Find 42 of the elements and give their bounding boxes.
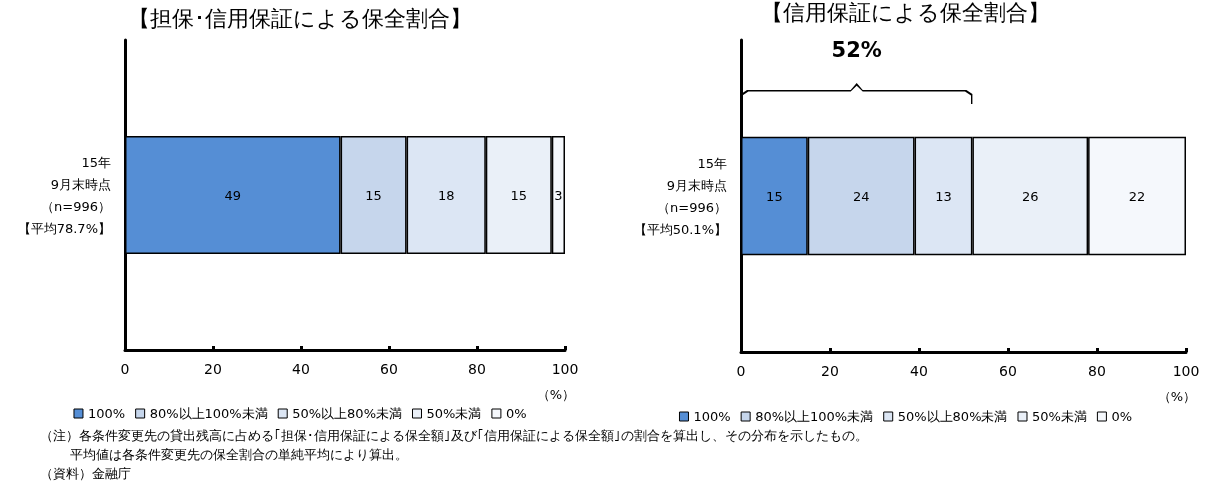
data-label: 49	[224, 187, 242, 203]
legend-label: 0%	[1111, 409, 1133, 424]
text: （注）各条件変更先の貸出残高に占める｢担保･信用保証による保全額｣及び｢信用保証による保全額｣の割合を算出し、その分布を示したもの。	[40, 427, 868, 445]
y-tick-label: 15年9月末時点（n=996）【平均78.7%】	[17, 154, 111, 236]
data-label: 24	[852, 188, 870, 204]
text: 平均値は各条件変更先の保全割合の単純平均により算出。	[69, 446, 409, 464]
chart-title: 【担保･信用保証による保全割合】	[128, 5, 472, 31]
x-axis-title: （%）	[1157, 389, 1196, 404]
text: （資料）金融庁	[40, 465, 132, 483]
data-label: 18	[437, 187, 455, 203]
legend-label: 50%以上80%未満	[292, 406, 403, 421]
x-tick-label: 60	[380, 361, 398, 377]
x-tick-label: 20	[821, 363, 839, 379]
legend-label: 50%未満	[1032, 409, 1087, 424]
x-tick-label: 0	[736, 363, 746, 379]
legend-label: 50%以上80%未満	[897, 409, 1008, 424]
legend-label: 100%	[87, 406, 126, 421]
chart-title: 【信用保証による保全割合】	[761, 0, 1050, 25]
x-tick-label: 0	[120, 361, 130, 377]
x-axis-title: （%）	[536, 387, 575, 402]
data-label: 15	[766, 188, 783, 204]
legend-label: 80%以上100%未満	[149, 406, 268, 421]
x-tick-label: 100	[551, 361, 579, 377]
legend-label: 100%	[693, 409, 731, 424]
data-label: 3	[554, 187, 563, 203]
legend-label: 0%	[505, 406, 527, 421]
data-label: 15	[510, 187, 528, 203]
data-label: 15	[365, 187, 382, 203]
x-tick-label: 100	[1172, 363, 1200, 379]
data-label: 13	[935, 188, 952, 204]
y-tick-label: 15年9月末時点（n=996）【平均50.1%】	[633, 155, 727, 237]
x-tick-label: 80	[468, 361, 486, 377]
legend-label: 80%以上100%未満	[755, 409, 874, 424]
legend-label: 50%未満	[426, 406, 482, 421]
x-tick-label: 40	[910, 363, 928, 379]
data-label: 26	[1021, 188, 1039, 204]
text: 52%	[831, 38, 882, 62]
x-tick-label: 60	[999, 363, 1017, 379]
x-tick-label: 80	[1088, 363, 1106, 379]
x-tick-label: 20	[204, 361, 222, 377]
data-label: 22	[1128, 188, 1146, 204]
x-tick-label: 40	[292, 361, 310, 377]
